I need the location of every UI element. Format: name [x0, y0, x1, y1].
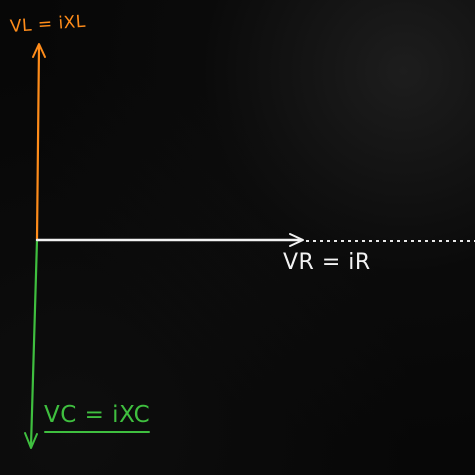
capacitor-voltage-phasor [29, 238, 39, 448]
inductor-arrowhead [32, 43, 46, 58]
capacitor-voltage-label: VC = iXC [44, 402, 151, 428]
capacitor-voltage-label-group: VC = iXC [44, 402, 151, 433]
inductor-voltage-phasor [35, 44, 41, 241]
capacitor-label-underline [44, 431, 151, 433]
resistor-arrowhead [289, 233, 304, 247]
resistor-voltage-label: VR = iR [283, 250, 371, 275]
capacitor-arrowhead [24, 432, 38, 449]
